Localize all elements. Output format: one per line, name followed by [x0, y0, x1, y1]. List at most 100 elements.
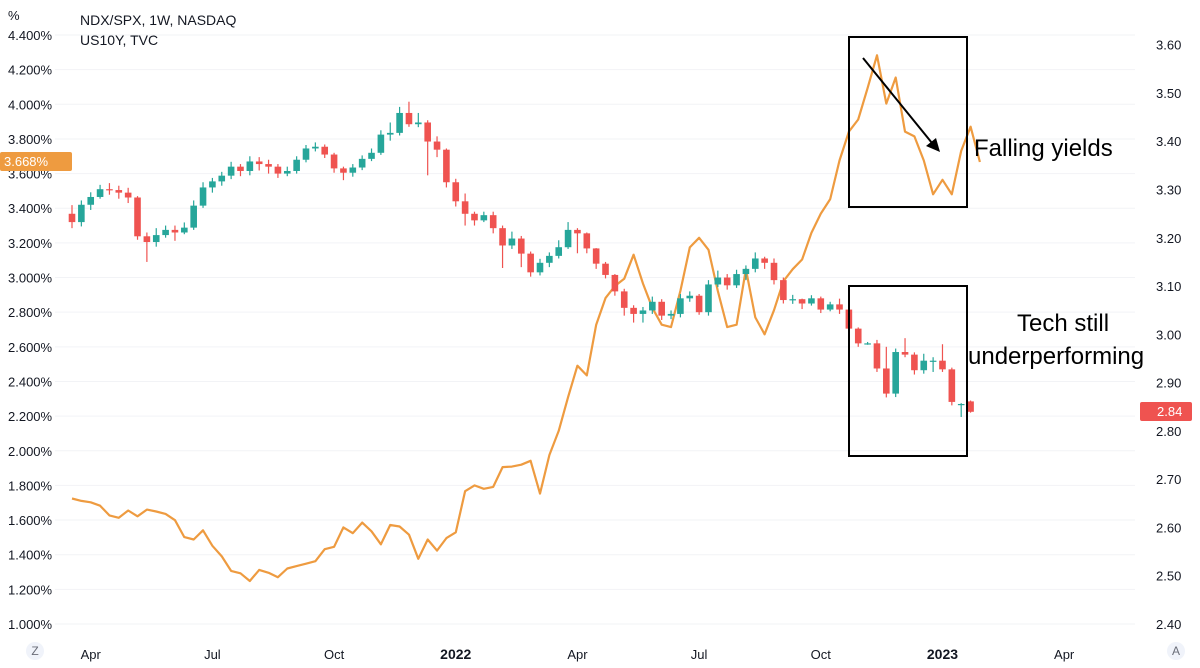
candle [929, 357, 937, 372]
candle [499, 225, 506, 269]
candle-body [742, 268, 750, 275]
candle [480, 211, 488, 223]
right-tick-label: 2.40 [1156, 617, 1181, 632]
chart-grid [55, 34, 1135, 625]
candle-body [883, 368, 890, 394]
candle [443, 148, 450, 188]
candle-body [405, 112, 413, 125]
candle [508, 231, 516, 249]
candle-body [611, 274, 619, 292]
left-axis-unit: % [8, 8, 20, 23]
candle-body [948, 369, 956, 402]
legend-ndx-spx[interactable]: NDX/SPX, 1W, NASDAQ [80, 12, 237, 28]
candle [199, 182, 207, 208]
x-tick-label: Oct [324, 647, 345, 662]
candle-body [218, 175, 226, 182]
x-tick-label: Jul [204, 647, 221, 662]
candle [639, 306, 647, 323]
left-tick-label: 3.000% [8, 271, 53, 286]
candle [761, 256, 768, 269]
candle-body [873, 343, 881, 369]
tech-label-line1: Tech still [1017, 310, 1110, 337]
left-tick-label: 2.400% [8, 374, 53, 389]
candle-body [134, 197, 141, 237]
zoom-button[interactable]: Z [26, 642, 44, 660]
x-tick-label: Jul [691, 647, 708, 662]
candle-body [293, 159, 300, 171]
candle-body [630, 307, 637, 314]
candle-body [312, 146, 319, 149]
candle-body [171, 229, 179, 233]
candle [705, 280, 712, 316]
right-current-badge [1140, 402, 1192, 421]
candle [452, 178, 460, 207]
candle [695, 293, 703, 315]
candle [471, 211, 478, 226]
candle-body [358, 158, 366, 168]
candle [424, 120, 431, 176]
candle-body [723, 277, 731, 286]
candle [106, 183, 113, 195]
left-axis-ticks: 1.000% 1.200% 1.400% 1.600% 1.800% 2.000% 2.20… [8, 28, 53, 632]
x-tick-label: Apr [81, 647, 102, 662]
candle [677, 293, 684, 318]
candle [808, 295, 815, 306]
candle [143, 232, 151, 262]
candle-body [546, 255, 553, 263]
candle [620, 288, 628, 316]
candle-body [377, 134, 385, 153]
right-tick-label: 3.50 [1156, 86, 1181, 101]
left-tick-label: 4.000% [8, 97, 53, 112]
right-tick-label: 2.90 [1156, 376, 1181, 391]
candle-body [443, 149, 450, 183]
x-tick-label: Apr [1054, 647, 1075, 662]
candle [87, 192, 95, 210]
candle-body [527, 253, 534, 273]
candle-body [536, 262, 544, 273]
candle [592, 248, 600, 269]
candle [330, 152, 338, 173]
x-tick-label: Oct [811, 647, 832, 662]
candle-body [602, 263, 609, 275]
candle-body [564, 229, 572, 248]
candle-body [386, 132, 394, 135]
candle [255, 157, 263, 171]
candle [536, 258, 544, 276]
candle-body [967, 401, 974, 412]
left-tick-label: 2.200% [8, 409, 53, 424]
ndx-spx-candles [68, 101, 974, 417]
candle-body [920, 360, 928, 371]
right-tick-label: 2.70 [1156, 472, 1181, 487]
right-tick-label: 3.20 [1156, 231, 1181, 246]
candle [340, 166, 347, 181]
candle-body [321, 146, 329, 155]
left-tick-label: 3.200% [8, 236, 53, 251]
candle-body [68, 213, 76, 223]
candle-body [705, 284, 712, 313]
candle-body [433, 141, 441, 150]
auto-scale-button[interactable]: A [1167, 642, 1185, 660]
left-tick-label: 4.200% [8, 63, 53, 78]
candle [190, 200, 197, 230]
candle [751, 252, 759, 273]
candle-body [957, 403, 965, 406]
right-axis-ticks: 2.40 2.50 2.60 2.70 2.80 2.90 3.00 3.10 3.20 3.30… [1156, 38, 1181, 632]
candle-body [817, 298, 825, 310]
candle [574, 228, 581, 254]
candle [892, 348, 899, 398]
candle-body [115, 190, 123, 193]
legend-us10y[interactable]: US10Y, TVC [80, 32, 159, 48]
candle-body [274, 166, 282, 174]
candle-body [574, 229, 581, 234]
candle-body [96, 189, 104, 197]
candle [817, 296, 825, 314]
trend-arrow-head [926, 138, 940, 152]
candle [883, 346, 890, 398]
left-tick-label: 1.400% [8, 548, 53, 563]
candle [714, 270, 722, 288]
x-tick-label: 2022 [440, 646, 471, 662]
candle-body [649, 301, 656, 311]
candle [283, 166, 291, 177]
candle [686, 291, 694, 302]
